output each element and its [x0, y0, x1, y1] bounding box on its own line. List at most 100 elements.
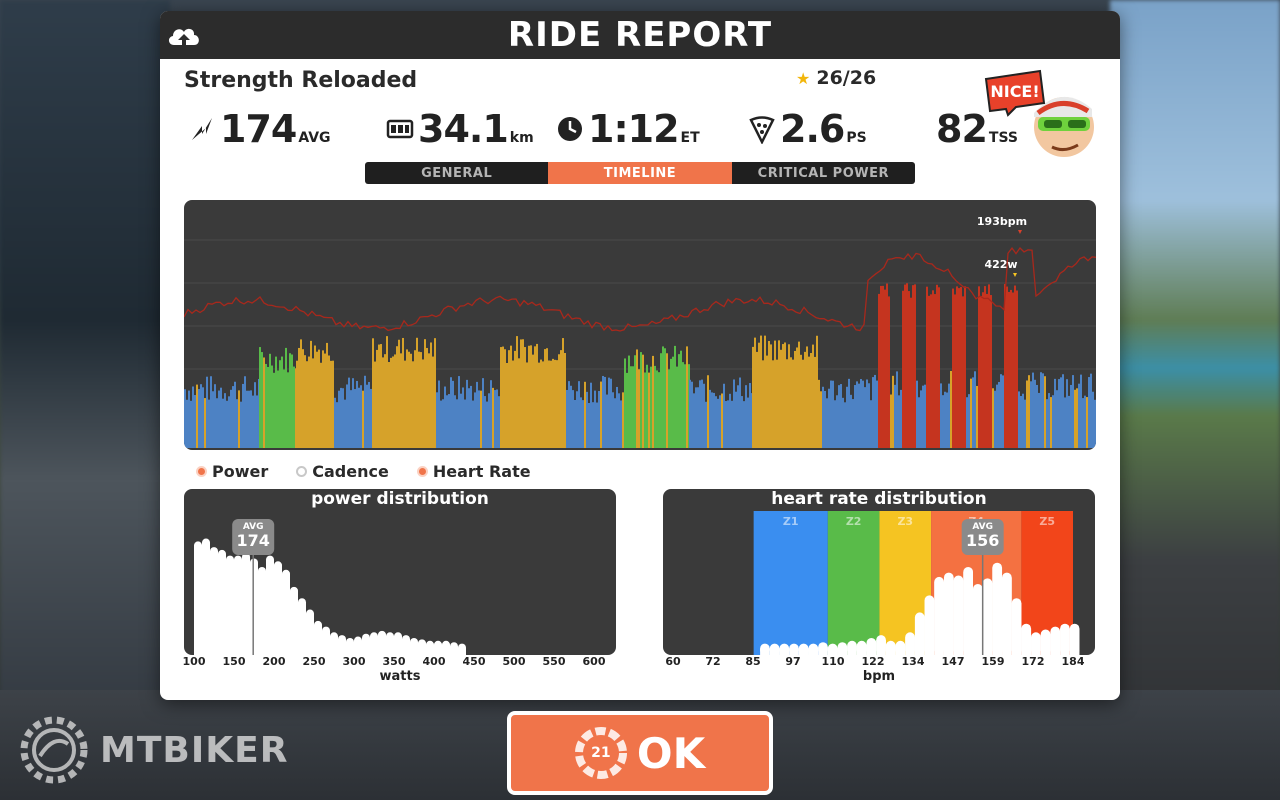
power-bar	[269, 353, 271, 448]
power-bar	[506, 362, 508, 448]
background-right	[1110, 0, 1280, 800]
distribution-bar-fill	[818, 647, 828, 655]
power-bar	[458, 376, 460, 448]
distribution-bar-fill	[418, 643, 426, 655]
distribution-bar-fill	[798, 648, 809, 655]
distribution-bar-fill	[1002, 577, 1012, 655]
power-unit: AVG	[298, 130, 331, 146]
power-bar	[774, 340, 776, 448]
power-bar	[578, 381, 580, 448]
power-bar	[204, 398, 206, 448]
power-bar	[422, 359, 424, 448]
power-bar-red	[904, 284, 906, 448]
power-bar	[498, 396, 500, 448]
power-bar-red	[878, 293, 880, 448]
power-bar	[1088, 377, 1090, 448]
distribution-bar-fill	[354, 640, 362, 655]
power-bar	[548, 360, 550, 448]
power-bar	[752, 346, 754, 448]
power-bar	[918, 397, 920, 448]
power-bar	[410, 353, 412, 448]
timeline-legend: Power Cadence Heart Rate	[196, 462, 531, 481]
tab-general[interactable]: GENERAL	[421, 165, 493, 181]
distribution-bar-fill	[370, 636, 378, 655]
power-bar	[476, 381, 478, 448]
tab-timeline[interactable]: TIMELINE	[548, 162, 732, 184]
power-bar-red	[884, 289, 886, 448]
distribution-bar-fill	[847, 645, 857, 655]
tss-unit: TSS	[988, 130, 1018, 146]
power-bar	[424, 339, 426, 448]
avg-marker	[232, 519, 275, 555]
power-bar	[362, 390, 364, 448]
power-bar	[802, 359, 804, 448]
power-bar	[516, 336, 518, 448]
cloud-upload-icon[interactable]	[166, 21, 202, 49]
distribution-bar-fill	[866, 642, 877, 655]
distribution-bar-fill	[306, 613, 314, 655]
power-bar	[240, 401, 242, 448]
power-bar	[693, 393, 695, 448]
power-bar	[542, 361, 544, 448]
legend-heart-rate[interactable]: Heart Rate	[416, 462, 531, 481]
distribution-bar-fill	[1021, 628, 1032, 655]
power-bar	[890, 394, 892, 448]
power-bar	[486, 401, 488, 448]
x-tick-label: 450	[462, 655, 486, 668]
power-bar	[402, 337, 404, 448]
distribution-bar-fill	[1011, 603, 1022, 655]
power-bar	[584, 381, 586, 448]
power-bar	[1018, 391, 1020, 448]
power-bar	[872, 377, 874, 448]
power-bar-red	[990, 295, 992, 448]
power-bar	[866, 379, 868, 448]
power-bar	[1078, 383, 1080, 448]
ok-button[interactable]: 21 OK	[507, 711, 773, 795]
power-bar-red	[984, 286, 986, 448]
power-bar	[570, 385, 572, 448]
power-bar	[614, 398, 616, 448]
power-bar	[256, 395, 258, 448]
power-bar	[332, 360, 334, 448]
power-bar	[854, 385, 856, 448]
tab-critical-power[interactable]: CRITICAL POWER	[757, 165, 889, 181]
power-bar	[1068, 395, 1070, 448]
power-bar	[896, 371, 898, 448]
power-bar-red	[954, 294, 956, 448]
legend-cadence[interactable]: Cadence	[296, 462, 389, 481]
distribution-bar-fill	[258, 570, 266, 655]
power-bar	[556, 360, 558, 448]
power-bar	[390, 357, 392, 448]
power-bar-red	[934, 294, 936, 448]
power-bar	[1090, 373, 1092, 448]
legend-power[interactable]: Power	[196, 462, 268, 481]
distribution-bar-fill	[885, 645, 896, 655]
power-bar	[279, 360, 281, 448]
power-bar	[304, 355, 306, 448]
power-bar	[452, 380, 454, 448]
distribution-bar-fill	[982, 583, 993, 655]
power-bar	[236, 399, 238, 448]
power-bar	[856, 381, 858, 448]
power-bar	[788, 344, 790, 448]
timeline-chart: 193bpm 422w	[184, 200, 1096, 450]
power-bar	[434, 338, 436, 448]
power-bar	[764, 335, 766, 448]
power-bar	[222, 398, 224, 448]
power-bar	[273, 372, 275, 448]
stat-time: 1:12 ET	[556, 107, 700, 151]
distribution-bar-fill	[450, 646, 458, 655]
power-bar	[874, 374, 876, 448]
power-bar	[658, 372, 660, 448]
x-tick-label: 110	[821, 655, 845, 668]
power-bar	[723, 383, 725, 448]
power-bar	[900, 389, 902, 448]
power-bar	[1092, 391, 1094, 448]
power-bar	[592, 402, 594, 448]
power-bar-red	[1010, 289, 1012, 448]
x-tick-label: 172	[1021, 655, 1045, 668]
power-bar	[940, 383, 942, 448]
power-bar	[528, 345, 530, 448]
power-bar	[660, 353, 662, 448]
power-bar	[654, 365, 656, 448]
